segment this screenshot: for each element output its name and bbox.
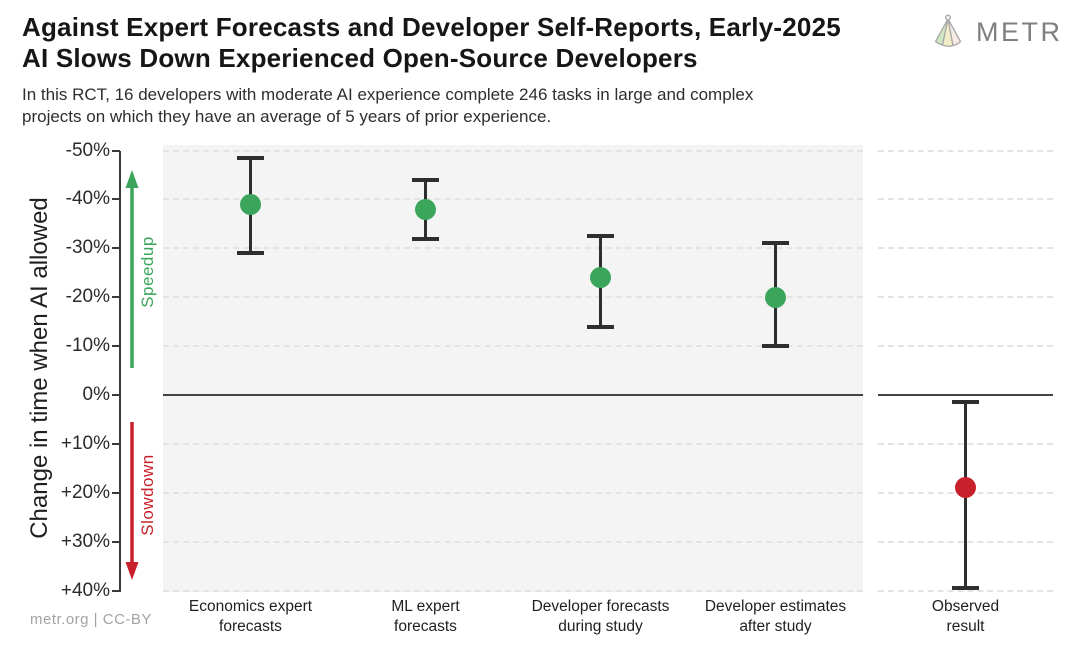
ytick-mark (112, 589, 120, 592)
ytick-mark (112, 149, 120, 152)
ytick-label: 0% (82, 384, 110, 405)
speedup-label: Speedup (138, 236, 157, 308)
error-bar-cap-bottom (237, 251, 264, 256)
category-label-line: Developer estimates (704, 598, 847, 615)
slowdown-label: Slowdown (138, 454, 157, 536)
ytick-mark (112, 491, 120, 494)
data-point-dot (415, 198, 436, 220)
category-label-line: Developer forecasts (531, 598, 670, 615)
ytick-mark (112, 198, 120, 201)
error-bar-cap-bottom (587, 324, 614, 329)
error-bar-cap-top (587, 234, 614, 239)
credit-footer: metr.org | CC-BY (30, 611, 152, 628)
ytick-mark (112, 296, 120, 299)
category-label-line: result (946, 618, 985, 635)
gridline-40 (878, 589, 1053, 592)
direction-arrows (125, 170, 139, 580)
gridline-10 (163, 442, 863, 445)
gridline-30 (163, 540, 863, 543)
ytick-mark (112, 540, 120, 543)
gridline--30 (878, 247, 1053, 250)
gridline--30 (163, 247, 863, 250)
ytick-label: -10% (65, 335, 110, 357)
category-label: Developer estimates after study (671, 597, 881, 637)
speedup-arrow-icon (125, 170, 139, 368)
category-label: Economics expert forecasts (146, 597, 356, 637)
main-plot-panel (163, 145, 863, 592)
error-bar-cap-top (237, 155, 264, 160)
ytick-label: +30% (60, 530, 110, 552)
data-point-dot (240, 193, 261, 215)
subtitle-line-1: In this RCT, 16 developers with moderate… (22, 85, 754, 104)
ytick-label: -30% (65, 237, 110, 259)
gridline--50 (163, 149, 863, 152)
error-bar-cap-bottom (412, 236, 439, 241)
data-point-dot (765, 286, 786, 308)
gridline--10 (163, 345, 863, 348)
ytick-mark (112, 345, 120, 348)
gridline--40 (878, 198, 1053, 201)
category-label: Observed result (861, 597, 1071, 637)
data-point-dot (955, 477, 976, 499)
ytick-label: +10% (60, 432, 110, 454)
metr-logo: METR (928, 12, 1063, 52)
page-title: Against Expert Forecasts and Developer S… (22, 12, 942, 74)
metr-logo-text: METR (976, 16, 1063, 47)
zero-line (878, 394, 1053, 396)
gridline--40 (163, 198, 863, 201)
data-point-dot (590, 267, 611, 289)
gridline-40 (163, 589, 863, 592)
category-label-line: after study (739, 618, 812, 635)
ytick-label: -20% (65, 286, 110, 308)
error-bar-cap-top (952, 400, 979, 405)
ytick-label: -50% (65, 139, 110, 161)
ytick-label: -40% (65, 188, 110, 210)
page-title-line-1: Against Expert Forecasts and Developer S… (22, 12, 841, 42)
chart-subtitle: In this RCT, 16 developers with moderate… (22, 84, 982, 128)
error-bar-cap-bottom (952, 586, 979, 591)
zero-line (163, 394, 863, 396)
ytick-label: +40% (60, 579, 110, 601)
page-title-line-2: AI Slows Down Experienced Open-Source De… (22, 43, 698, 73)
error-bar-cap-top (412, 177, 439, 182)
subtitle-line-2: projects on which they have an average o… (22, 107, 552, 126)
error-bar-cap-bottom (762, 344, 789, 349)
gridline-20 (163, 491, 863, 494)
ytick-label: +20% (60, 481, 110, 503)
ytick-mark (112, 394, 120, 396)
ytick-mark (112, 247, 120, 250)
slowdown-arrow-icon (125, 422, 139, 580)
metr-fan-icon (934, 14, 962, 48)
category-label-line: ML expert (391, 598, 460, 615)
gridline--20 (163, 296, 863, 299)
y-axis-spine (119, 151, 121, 592)
gridline--10 (878, 345, 1053, 348)
category-label-line: Economics expert (188, 598, 313, 615)
ytick-mark (112, 442, 120, 445)
category-label-line: forecasts (394, 618, 457, 635)
category-label: Developer forecasts during study (496, 597, 706, 637)
category-label-line: forecasts (219, 618, 282, 635)
category-label-line: during study (558, 618, 643, 635)
error-bar-cap-top (762, 241, 789, 246)
y-axis-title: Change in time when AI allowed (26, 197, 53, 539)
gridline--20 (878, 296, 1053, 299)
category-label: ML expert forecasts (321, 597, 531, 637)
category-label-line: Observed (931, 598, 1000, 615)
gridline--50 (878, 149, 1053, 152)
